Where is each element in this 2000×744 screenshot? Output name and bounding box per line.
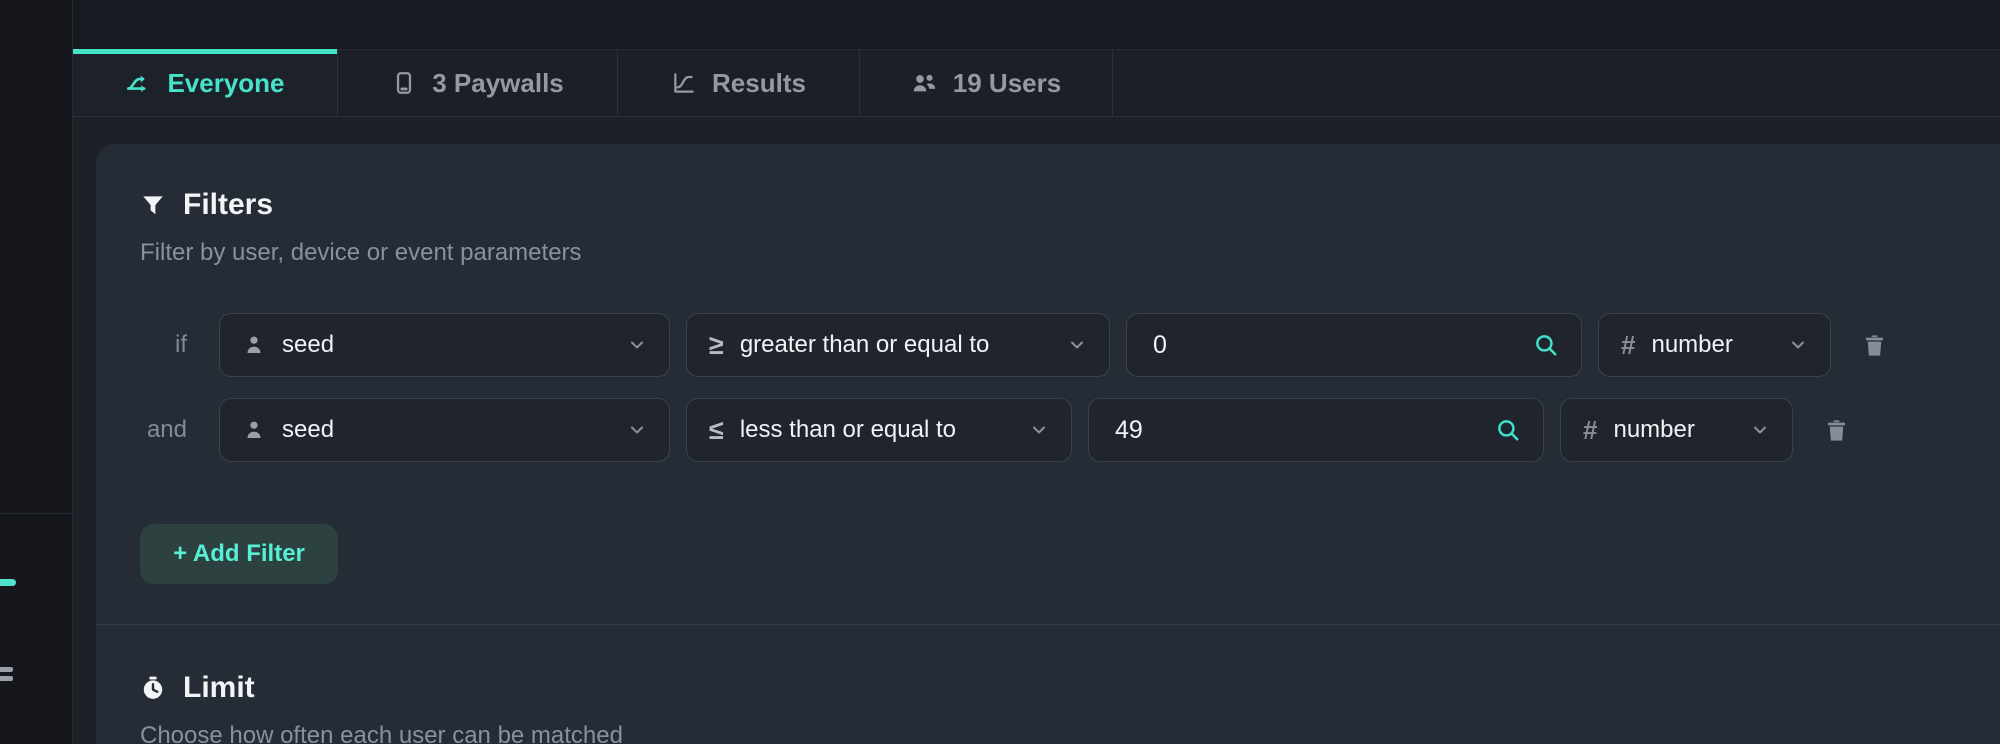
phone-icon: [391, 70, 417, 96]
funnel-icon: [140, 192, 166, 218]
hash-icon: #: [1583, 415, 1598, 445]
limit-title: Limit: [183, 671, 255, 704]
field-value: seed: [282, 331, 335, 358]
tab-bar: Everyone 3 Paywalls Results: [73, 49, 2000, 117]
chevron-down-icon: [1067, 335, 1087, 355]
section-divider: [96, 624, 2000, 625]
delete-filter-button[interactable]: [1861, 332, 1888, 359]
value-field[interactable]: [1126, 313, 1582, 377]
value-field[interactable]: [1088, 398, 1544, 462]
tab-label: 3 Paywalls: [432, 67, 564, 98]
main-area: Everyone 3 Paywalls Results: [73, 0, 2000, 744]
tab-label: Results: [712, 67, 806, 98]
person-icon: [242, 418, 266, 442]
search-icon[interactable]: [1533, 332, 1559, 358]
audience-card: Filters Filter by user, device or event …: [96, 144, 2000, 744]
trash-icon: [1861, 332, 1888, 359]
filter-rows: if seed ≥ greater than or equal to: [140, 313, 2000, 462]
limit-section: Limit Choose how often each user can be …: [140, 625, 2000, 744]
row-connector: and: [146, 416, 187, 443]
field-select[interactable]: seed: [219, 313, 670, 377]
type-select[interactable]: # number: [1598, 313, 1831, 377]
filters-header: Filters: [140, 188, 2000, 222]
value-input[interactable]: [1111, 415, 1479, 445]
content-area: Filters Filter by user, device or event …: [73, 117, 2000, 744]
chevron-down-icon: [1029, 420, 1049, 440]
tab-label: 19 Users: [952, 67, 1062, 98]
chevron-down-icon: [627, 420, 647, 440]
lte-icon: ≤: [709, 414, 724, 445]
operator-select[interactable]: ≥ greater than or equal to: [686, 313, 1110, 377]
operator-value: greater than or equal to: [739, 331, 990, 358]
filters-subtitle: Filter by user, device or event paramete…: [140, 239, 582, 266]
value-input[interactable]: [1149, 330, 1517, 360]
filter-row: if seed ≥ greater than or equal to: [140, 313, 2000, 377]
operator-select[interactable]: ≤ less than or equal to: [686, 398, 1072, 462]
limit-subtitle: Choose how often each user can be matche…: [140, 722, 623, 744]
delete-filter-button[interactable]: [1823, 417, 1850, 444]
type-select[interactable]: # number: [1560, 398, 1793, 462]
operator-value: less than or equal to: [739, 416, 956, 443]
filters-title: Filters: [183, 188, 274, 221]
row-connector: if: [175, 331, 187, 358]
sidebar-accent-mark[interactable]: [0, 579, 16, 586]
left-sidebar: [0, 0, 73, 744]
person-icon: [242, 333, 266, 357]
add-filter-button[interactable]: + Add Filter: [140, 524, 338, 584]
hash-icon: #: [1621, 330, 1636, 360]
chart-icon: [671, 70, 697, 96]
tab-users[interactable]: 19 Users: [860, 50, 1113, 116]
tab-label: Everyone: [167, 67, 285, 98]
search-icon[interactable]: [1495, 417, 1521, 443]
gte-icon: ≥: [709, 329, 724, 360]
limit-header: Limit: [140, 671, 2000, 705]
type-value: number: [1651, 331, 1733, 358]
top-strip: [73, 0, 2000, 50]
trash-icon: [1823, 417, 1850, 444]
users-icon: [911, 70, 938, 97]
sidebar-divider: [0, 513, 72, 514]
sidebar-menu-icon[interactable]: [0, 667, 13, 685]
filter-row: and seed ≤ less than or equal to: [140, 398, 2000, 462]
chevron-down-icon: [1750, 420, 1770, 440]
tab-everyone[interactable]: Everyone: [73, 49, 338, 116]
type-value: number: [1613, 416, 1695, 443]
field-value: seed: [282, 416, 335, 443]
field-select[interactable]: seed: [219, 398, 670, 462]
chevron-down-icon: [1788, 335, 1808, 355]
stopwatch-icon: [140, 675, 166, 701]
tab-paywalls[interactable]: 3 Paywalls: [338, 50, 618, 116]
split-arrows-icon: [125, 70, 152, 97]
chevron-down-icon: [627, 335, 647, 355]
tab-results[interactable]: Results: [618, 50, 860, 116]
